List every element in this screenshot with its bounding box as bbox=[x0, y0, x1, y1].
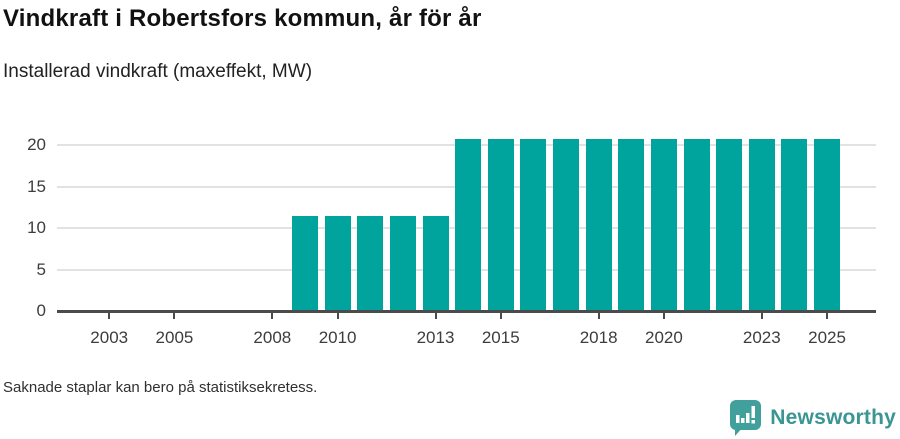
x-tick-2025 bbox=[826, 313, 829, 319]
y-tick-label-10: 10 bbox=[27, 218, 46, 237]
bar-2009 bbox=[291, 215, 318, 311]
x-tick-label-2023: 2023 bbox=[742, 328, 781, 347]
x-tick-2018 bbox=[597, 313, 600, 319]
x-tick-label-2013: 2013 bbox=[416, 328, 455, 347]
brand-name: Newsworthy bbox=[770, 406, 896, 429]
bar-2022 bbox=[716, 139, 743, 311]
bar-2011 bbox=[357, 215, 384, 311]
bar-2018 bbox=[585, 139, 612, 311]
x-tick-label-2020: 2020 bbox=[644, 328, 683, 347]
chart-subtitle: Installerad vindkraft (maxeffekt, MW) bbox=[3, 61, 313, 82]
x-tick-2013 bbox=[434, 313, 437, 319]
y-tick-label-20: 20 bbox=[27, 135, 46, 154]
y-tick-label-15: 15 bbox=[27, 176, 46, 196]
bar-2025 bbox=[814, 139, 841, 311]
bar-2017 bbox=[553, 139, 580, 311]
x-tick-2010 bbox=[336, 313, 339, 319]
x-tick-2023 bbox=[760, 313, 763, 319]
x-tick-label-2008: 2008 bbox=[253, 328, 292, 347]
x-tick-2008 bbox=[271, 313, 274, 319]
x-tick-label-2025: 2025 bbox=[808, 328, 846, 347]
bar-2012 bbox=[389, 215, 416, 311]
bar-2021 bbox=[683, 139, 710, 311]
x-tick-label-2010: 2010 bbox=[318, 328, 357, 347]
newsworthy-logo-icon bbox=[730, 400, 762, 436]
chart-footnote: Saknade staplar kan bero på statistiksek… bbox=[3, 379, 318, 396]
x-tick-label-2018: 2018 bbox=[579, 328, 618, 347]
y-tick-label-0: 0 bbox=[36, 301, 46, 320]
bar-2014 bbox=[455, 139, 482, 311]
x-tick-2005 bbox=[173, 313, 176, 319]
x-tick-2020 bbox=[662, 313, 665, 319]
x-tick-label-2015: 2015 bbox=[481, 328, 520, 347]
x-tick-label-2003: 2003 bbox=[90, 328, 129, 347]
bar-2015 bbox=[487, 139, 514, 311]
bar-2013 bbox=[422, 215, 449, 311]
x-axis-line bbox=[57, 310, 876, 313]
bar-2016 bbox=[520, 139, 547, 311]
bar-2020 bbox=[650, 139, 677, 311]
newsworthy-brand-link[interactable]: Newsworthy bbox=[729, 400, 896, 436]
bar-2023 bbox=[748, 139, 775, 311]
x-tick-label-2005: 2005 bbox=[155, 328, 194, 347]
x-tick-2015 bbox=[499, 313, 502, 319]
bar-2019 bbox=[618, 139, 645, 311]
y-tick-label-5: 5 bbox=[36, 259, 46, 279]
chart-title: Vindkraft i Robertsfors kommun, år för å… bbox=[3, 5, 482, 32]
bar-2024 bbox=[781, 139, 808, 311]
bar-2010 bbox=[324, 215, 351, 311]
x-tick-2003 bbox=[108, 313, 111, 319]
